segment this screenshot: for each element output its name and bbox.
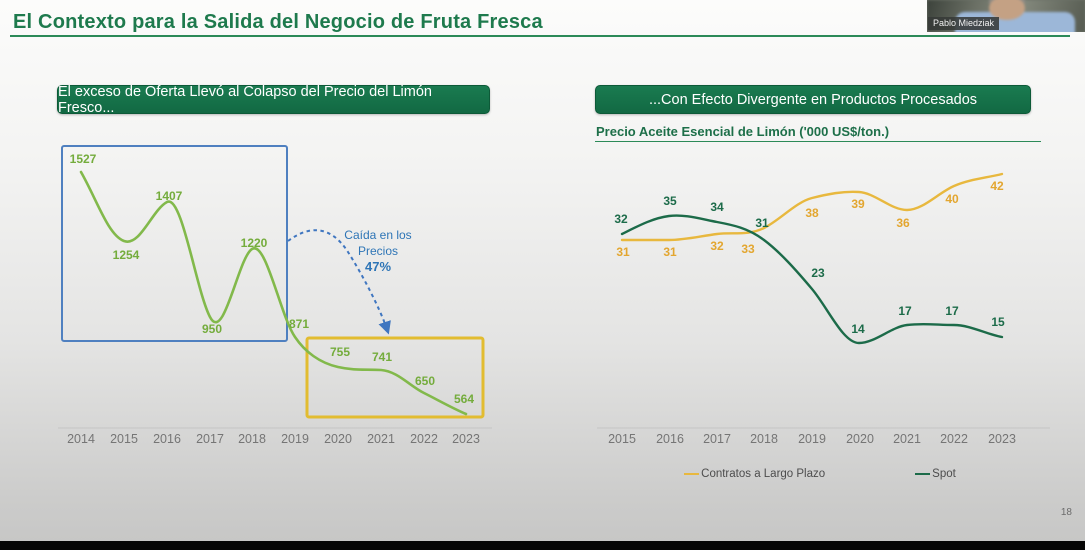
title-underline <box>10 35 1070 37</box>
data-label: 31 <box>755 216 769 230</box>
right-chart-header: ...Con Efecto Divergente en Productos Pr… <box>595 85 1031 114</box>
legend-label: Contratos a Largo Plazo <box>701 468 826 480</box>
page-number: 18 <box>1060 507 1072 518</box>
yellow-highlight-box <box>305 336 485 419</box>
data-label: 14 <box>851 322 865 336</box>
data-label: 33 <box>741 242 755 256</box>
data-label: 1220 <box>240 236 268 250</box>
right-chart-legend: Contratos a Largo Plazo Spot <box>600 468 1040 480</box>
price-drop-annotation: Caída en los Precios 47% <box>318 227 438 275</box>
letterbox-bar <box>0 541 1085 550</box>
data-label: 1407 <box>155 189 183 203</box>
x-tick: 2017 <box>703 432 731 446</box>
x-tick: 2016 <box>656 432 684 446</box>
x-tick: 2020 <box>846 432 874 446</box>
data-label: 39 <box>851 197 865 211</box>
data-label: 32 <box>614 212 628 226</box>
data-label: 35 <box>663 194 677 208</box>
annotation-pct: 47% <box>364 259 392 274</box>
data-label: 31 <box>663 245 677 259</box>
data-label: 17 <box>945 304 959 318</box>
data-label: 1527 <box>69 152 97 166</box>
fresh-lemon-price-line <box>79 170 468 416</box>
x-tick: 2018 <box>750 432 778 446</box>
x-tick: 2015 <box>110 432 138 446</box>
legend-swatch-spot <box>915 472 931 476</box>
data-label: 23 <box>811 266 825 280</box>
x-tick: 2016 <box>153 432 181 446</box>
contracts-price-line <box>620 172 1004 242</box>
subtitle-underline <box>595 141 1041 142</box>
x-tick: 2023 <box>988 432 1016 446</box>
webcam-thumbnail: Pablo Miedziak <box>927 0 1085 32</box>
data-label: 38 <box>805 206 819 220</box>
data-label: 34 <box>710 200 724 214</box>
data-label: 950 <box>201 322 223 336</box>
legend-item-spot: Spot <box>915 468 956 480</box>
page-title: El Contexto para la Salida del Negocio d… <box>13 11 543 33</box>
data-label: 871 <box>288 317 310 331</box>
blue-highlight-box <box>61 145 288 342</box>
right-chart-subtitle: Precio Aceite Esencial de Limón ('000 US… <box>596 124 890 139</box>
data-label: 741 <box>371 350 393 364</box>
x-tick: 2021 <box>367 432 395 446</box>
legend-item-contracts: Contratos a Largo Plazo <box>684 468 825 480</box>
annotation-line1: Caída en los <box>344 228 412 242</box>
x-tick: 2022 <box>940 432 968 446</box>
x-tick: 2015 <box>608 432 636 446</box>
x-tick: 2023 <box>452 432 480 446</box>
data-label: 32 <box>710 239 724 253</box>
price-drop-arrow <box>287 229 391 335</box>
participant-face <box>989 0 1025 20</box>
x-tick: 2019 <box>281 432 309 446</box>
x-tick: 2020 <box>324 432 352 446</box>
data-label: 36 <box>896 216 910 230</box>
x-tick: 2019 <box>798 432 826 446</box>
x-tick: 2022 <box>410 432 438 446</box>
x-tick: 2017 <box>196 432 224 446</box>
data-label: 31 <box>616 245 630 259</box>
data-label: 15 <box>991 315 1005 329</box>
x-tick: 2014 <box>67 432 95 446</box>
data-label: 1254 <box>112 248 140 262</box>
data-label: 564 <box>453 392 475 406</box>
data-label: 650 <box>414 374 436 388</box>
left-chart-header: El exceso de Oferta Llevó al Colapso del… <box>57 84 490 116</box>
annotation-line2: Precios <box>357 244 398 258</box>
legend-label: Spot <box>932 468 956 480</box>
spot-price-line <box>620 214 1004 345</box>
participant-name-badge: Pablo Miedziak <box>928 17 1000 30</box>
data-label: 40 <box>945 192 959 206</box>
data-label: 42 <box>990 179 1004 193</box>
data-label: 17 <box>898 304 912 318</box>
x-tick: 2018 <box>238 432 266 446</box>
legend-swatch-contracts <box>684 472 700 476</box>
x-tick: 2021 <box>893 432 921 446</box>
data-label: 755 <box>329 345 351 359</box>
